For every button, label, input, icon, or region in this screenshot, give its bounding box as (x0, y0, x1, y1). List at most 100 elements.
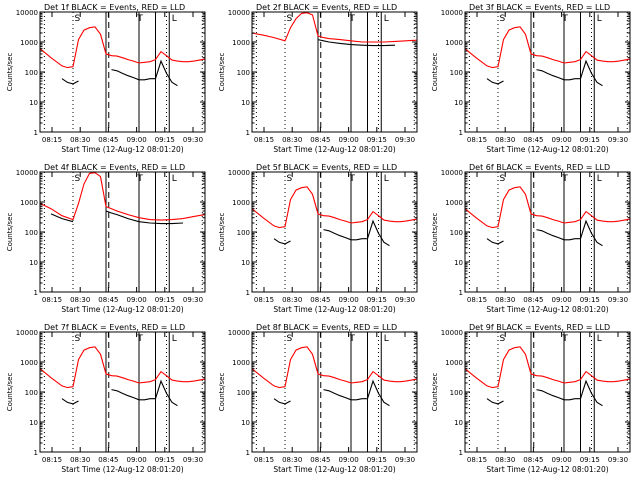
panel-title: Det 5f BLACK = Events, RED = LLD (256, 163, 397, 172)
marker-label-s: S (75, 334, 81, 344)
y-tick-label: 100 (237, 69, 250, 77)
marker-label-s: S (287, 334, 293, 344)
x-tick-label: 09:00 (339, 456, 359, 464)
events-series-line (50, 210, 184, 225)
marker-label-s: S (75, 14, 81, 24)
y-tick-label: 1 (246, 289, 250, 297)
x-tick-label: 09:00 (552, 136, 572, 144)
marker-label-l: L (172, 14, 177, 24)
y-tick-label: 1000 (232, 359, 250, 367)
marker-label-t: T (136, 14, 143, 24)
x-tick-label: 08:45 (98, 456, 118, 464)
lld-series-line (464, 346, 631, 389)
x-tick-label: 08:45 (98, 296, 118, 304)
y-axis-label: Counts/sec (6, 213, 14, 252)
detector-panel-8: 1 10 100 1000 10000 08:15 08:30 08:45 09:00 09:15… (218, 323, 418, 474)
x-tick-label: 08:30 (282, 296, 302, 304)
y-tick-label: 1 (459, 129, 463, 137)
x-tick-label: 08:30 (70, 296, 90, 304)
y-tick-label: 100 (450, 229, 463, 237)
x-tick-label: 08:30 (282, 456, 302, 464)
x-tick-label: 09:30 (608, 296, 628, 304)
plot-frame (251, 11, 418, 133)
panel-title: Det 7f BLACK = Events, RED = LLD (44, 323, 185, 332)
events-series-line (61, 59, 178, 87)
marker-label-t: T (348, 334, 355, 344)
detector-panel-4: 1 10 100 1000 10000 08:15 08:30 08:45 09:00 09:15… (6, 163, 206, 314)
x-tick-label: 08:45 (98, 136, 118, 144)
x-axis-label: Start Time (12-Aug-12 08:01:20) (486, 305, 608, 314)
marker-label-s: S (75, 174, 81, 184)
x-tick-label: 08:30 (282, 136, 302, 144)
lld-series-line (39, 346, 206, 389)
y-tick-label: 1 (459, 449, 463, 457)
x-tick-label: 09:15 (155, 296, 175, 304)
marker-label-l: L (597, 334, 602, 344)
x-tick-label: 08:15 (42, 136, 62, 144)
marker-label-t: T (561, 174, 568, 184)
marker-label-l: L (384, 174, 389, 184)
x-tick-label: 09:00 (339, 296, 359, 304)
marker-label-s: S (500, 14, 506, 24)
plot-frame (464, 11, 631, 133)
y-tick-label: 1 (246, 129, 250, 137)
x-axis-label: Start Time (12-Aug-12 08:01:20) (61, 305, 183, 314)
x-tick-label: 09:15 (580, 136, 600, 144)
plot-frame (251, 331, 418, 453)
x-tick-label: 08:45 (310, 456, 330, 464)
marker-label-l: L (172, 174, 177, 184)
detector-panel-6: 1 10 100 1000 10000 08:15 08:30 08:45 09:00 09:15… (431, 163, 631, 314)
lld-series-line (464, 186, 631, 229)
x-tick-label: 09:00 (552, 456, 572, 464)
panel-title: Det 3f BLACK = Events, RED = LLD (469, 3, 610, 12)
y-tick-label: 10000 (16, 9, 38, 17)
y-tick-label: 1 (246, 449, 250, 457)
marker-label-t: T (561, 14, 568, 24)
y-tick-label: 10000 (228, 9, 250, 17)
y-tick-label: 10000 (441, 9, 463, 17)
x-tick-label: 08:45 (523, 296, 543, 304)
detector-panel-1: 1 10 100 1000 10000 08:15 08:30 08:45 09:00 09:15… (6, 3, 206, 154)
events-series-line (61, 379, 178, 407)
panel-title: Det 8f BLACK = Events, RED = LLD (256, 323, 397, 332)
marker-label-l: L (384, 14, 389, 24)
x-tick-label: 09:30 (183, 456, 203, 464)
x-tick-label: 09:15 (580, 296, 600, 304)
y-tick-label: 1000 (20, 39, 38, 47)
plot-frame (251, 171, 418, 293)
y-axis-label: Counts/sec (431, 213, 439, 252)
marker-label-t: T (136, 334, 143, 344)
marker-label-l: L (597, 174, 602, 184)
panel-title: Det 6f BLACK = Events, RED = LLD (469, 163, 610, 172)
y-tick-label: 100 (237, 229, 250, 237)
x-axis-label: Start Time (12-Aug-12 08:01:20) (273, 465, 395, 474)
y-tick-label: 10000 (16, 329, 38, 337)
y-tick-label: 10 (454, 99, 463, 107)
plot-frame (464, 171, 631, 293)
panel-title: Det 9f BLACK = Events, RED = LLD (469, 323, 610, 332)
x-tick-label: 08:15 (42, 456, 62, 464)
marker-label-t: T (348, 14, 355, 24)
x-tick-label: 08:15 (467, 456, 487, 464)
plot-frame (39, 171, 206, 293)
detector-panel-7: 1 10 100 1000 10000 08:15 08:30 08:45 09:00 09:15… (6, 323, 206, 474)
x-axis-label: Start Time (12-Aug-12 08:01:20) (61, 465, 183, 474)
lld-series-line (251, 346, 418, 389)
x-tick-label: 08:30 (70, 456, 90, 464)
marker-label-s: S (500, 334, 506, 344)
events-series-line (486, 219, 603, 247)
marker-label-t: T (136, 174, 143, 184)
y-tick-label: 10000 (441, 169, 463, 177)
y-tick-label: 10 (29, 99, 38, 107)
x-axis-label: Start Time (12-Aug-12 08:01:20) (61, 145, 183, 154)
y-tick-label: 1000 (20, 359, 38, 367)
x-tick-label: 08:30 (495, 456, 515, 464)
events-series-line (273, 219, 390, 247)
x-axis-label: Start Time (12-Aug-12 08:01:20) (486, 465, 608, 474)
y-tick-label: 1 (34, 289, 38, 297)
x-tick-label: 09:30 (395, 136, 415, 144)
x-axis-label: Start Time (12-Aug-12 08:01:20) (486, 145, 608, 154)
y-tick-label: 1000 (232, 199, 250, 207)
marker-label-t: T (561, 334, 568, 344)
